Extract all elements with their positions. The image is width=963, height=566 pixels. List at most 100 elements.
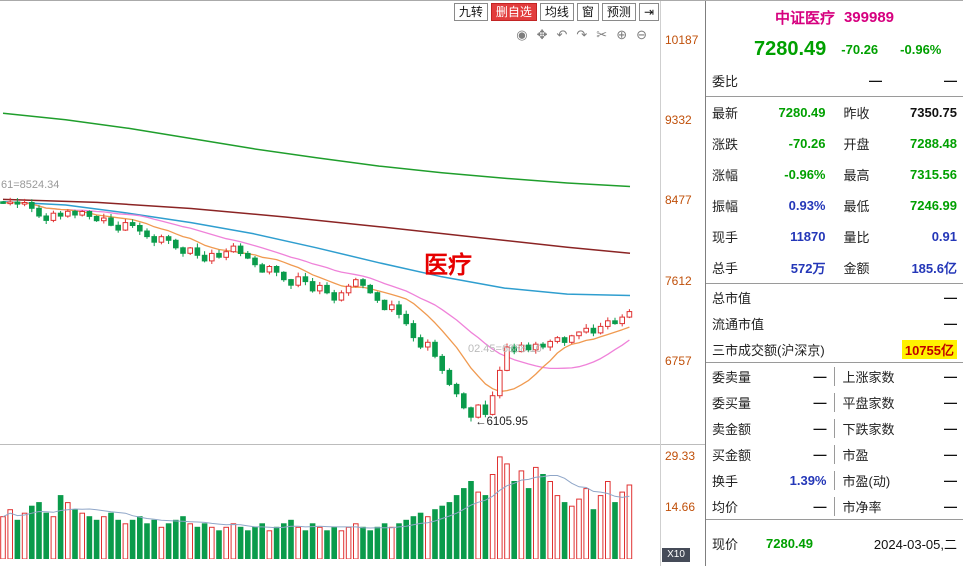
stat-label: 均价 — [712, 499, 739, 515]
scissors-icon[interactable]: ✂ — [596, 27, 608, 42]
forecast-button[interactable]: 预测 — [601, 3, 636, 21]
stat-label: 金额 — [843, 261, 870, 276]
stat-value: 1.39% — [789, 472, 827, 488]
chart-toolbar: 九转 删自选 均线窗预测 ⇥ — [453, 3, 659, 21]
stat-label: 上涨家数 — [842, 369, 895, 385]
zoom-out-icon[interactable]: ⊖ — [636, 27, 647, 42]
stat-label: 涨跌 — [712, 137, 739, 152]
stat-row: 振幅 0.93% 最低 7246.99 — [706, 190, 963, 221]
footer-row: 现价 7280.49 2024-03-05,二 — [706, 520, 963, 566]
volume-axis-label: 29.33 — [665, 448, 696, 463]
stat-row: 委卖量 — 上涨家数 — — [706, 363, 963, 389]
stat-label: 现手 — [712, 230, 739, 245]
stat-row: 买金额 — 市盈 — — [706, 441, 963, 467]
stat-label: 市盈 — [842, 447, 869, 463]
pan-hand-icon[interactable]: ✥ — [536, 27, 548, 42]
current-price-label: 现价 — [712, 537, 739, 552]
stat-label: 市盈(动) — [842, 473, 891, 489]
stat-value: 7280.49 — [778, 105, 826, 120]
stat-row: 均价 — 市净率 — — [706, 493, 963, 519]
stat-value: 7288.48 — [910, 136, 957, 151]
stat-label: 卖金额 — [712, 421, 752, 437]
stat-value: — — [944, 315, 957, 331]
chart-tool-icons: ◉ ✥ ↶ ↷ ✂ ⊕ ⊖ — [516, 28, 647, 42]
price-axis-label: 9332 — [665, 112, 692, 127]
jump-to-latest-button[interactable]: ⇥ — [638, 3, 659, 21]
stock-title: 中证医疗 399989 — [706, 1, 963, 33]
stat-value: — — [944, 498, 957, 514]
stat-row: 换手 1.39% 市盈(动) — — [706, 467, 963, 493]
price-change: -70.26 — [841, 41, 879, 57]
stat-value: 7350.75 — [910, 105, 957, 120]
kline-chart-region: 九转 删自选 均线窗预测 ⇥ ◉ ✥ ↶ ↷ ✂ ⊕ ⊖ 61=8524.34 02.45=6888… — [0, 1, 705, 566]
stat-value: -70.26 — [788, 136, 826, 151]
price-change-pct: -0.96% — [900, 41, 942, 57]
weibi-label: 委比 — [712, 74, 739, 89]
volume-multiplier-label: X10 — [662, 548, 690, 562]
stat-value: 0.91 — [931, 229, 957, 244]
breadth-grid: 委卖量 — 上涨家数 — 委买量 — 平盘家数 — 卖金额 — 下跌家数 — 买金额 — 市盈 — 换手 1.39… — [706, 363, 963, 520]
volume-chart[interactable] — [0, 447, 660, 559]
redo-icon[interactable]: ↷ — [576, 27, 588, 42]
stat-label: 最低 — [843, 199, 870, 214]
stat-label: 市净率 — [842, 499, 882, 515]
weibi-row: 委比 — — — [706, 65, 963, 97]
stat-value: -0.96% — [784, 167, 826, 182]
stat-row: 卖金额 — 下跌家数 — — [706, 415, 963, 441]
stat-value: 10755亿 — [901, 339, 957, 359]
stat-value: 185.6亿 — [911, 261, 957, 276]
window-button[interactable]: 窗 — [576, 3, 599, 21]
stat-label: 委卖量 — [712, 369, 752, 385]
weibi-value: — — [869, 73, 882, 88]
stat-value: 7315.56 — [910, 167, 957, 182]
stat-label: 换手 — [712, 473, 739, 489]
stat-label: 委买量 — [712, 395, 752, 411]
stock-code: 399989 — [843, 8, 895, 26]
nine-turn-button[interactable]: 九转 — [453, 3, 488, 21]
stat-value: — — [944, 446, 957, 462]
last-price: 7280.49 — [754, 37, 827, 60]
stat-label: 总手 — [712, 261, 739, 276]
stat-value: 7246.99 — [910, 198, 957, 213]
stat-label: 总市值 — [712, 290, 752, 306]
stat-value: — — [813, 394, 827, 410]
price-axis: X10 10187 9332 8477 7612 6757 29.33 14.66 — [660, 1, 705, 566]
stat-label: 买金额 — [712, 447, 752, 463]
stat-value: — — [813, 368, 827, 384]
stat-value: — — [944, 472, 957, 488]
stat-label: 平盘家数 — [842, 395, 895, 411]
stat-row: 涨跌 -70.26 开盘 7288.48 — [706, 128, 963, 159]
stat-value: — — [813, 420, 827, 436]
stat-label: 最新 — [712, 106, 739, 121]
delete-watchlist-button[interactable]: 删自选 — [490, 3, 537, 21]
stat-value: — — [944, 420, 957, 436]
current-price-value: 7280.49 — [766, 536, 814, 551]
stat-value: 0.93% — [788, 198, 826, 213]
stat-label: 最高 — [843, 168, 870, 183]
stat-label: 振幅 — [712, 199, 739, 214]
stats-grid: 最新 7280.49 昨收 7350.75 涨跌 -70.26 开盘 7288.48 涨幅 -0.… — [706, 97, 963, 284]
svg-text:医疗: 医疗 — [424, 251, 472, 279]
stat-row: 现手 11870 量比 0.91 — [706, 221, 963, 252]
price-axis-label: 10187 — [665, 32, 699, 47]
stat-row: 委买量 — 平盘家数 — — [706, 389, 963, 415]
stat-row: 涨幅 -0.96% 最高 7315.56 — [706, 159, 963, 190]
stat-label: 涨幅 — [712, 168, 739, 183]
price-axis-label: 6757 — [665, 353, 692, 368]
quote-panel: 中证医疗 399989 7280.49 -70.26 -0.96% 委比 — —… — [705, 1, 963, 566]
price-axis-label: 7612 — [665, 273, 692, 288]
stock-name: 中证医疗 — [774, 9, 835, 27]
stat-label: 流通市值 — [712, 316, 765, 332]
undo-icon[interactable]: ↶ — [556, 27, 568, 42]
zoom-in-icon[interactable]: ⊕ — [616, 27, 628, 42]
price-row: 7280.49 -70.26 -0.96% — [706, 33, 963, 65]
stat-row: 最新 7280.49 昨收 7350.75 — [706, 97, 963, 128]
price-chart[interactable]: 61=8524.34 02.45=6888.10 医疗 ←6105.95 — [0, 1, 660, 444]
market-cap-rows: 总市值 — 流通市值 — 三市成交额(沪深京) 10755亿 — [706, 284, 963, 363]
stat-value: — — [813, 498, 827, 514]
svg-text:61=8524.34: 61=8524.34 — [1, 179, 59, 191]
ma-lines-button[interactable]: 均线 — [539, 3, 574, 21]
stat-label: 三市成交额(沪深京) — [712, 342, 825, 358]
eye-icon[interactable]: ◉ — [516, 27, 528, 42]
